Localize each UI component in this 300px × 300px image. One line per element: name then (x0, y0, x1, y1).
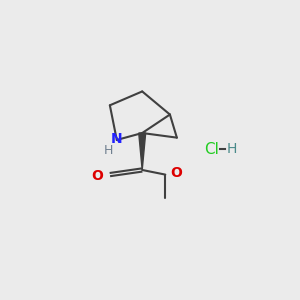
Polygon shape (139, 133, 146, 170)
Text: H: H (227, 142, 238, 156)
Text: H: H (104, 144, 113, 157)
Text: Cl: Cl (204, 142, 219, 157)
Text: O: O (91, 169, 103, 183)
Text: O: O (170, 167, 182, 180)
Text: N: N (111, 132, 123, 146)
